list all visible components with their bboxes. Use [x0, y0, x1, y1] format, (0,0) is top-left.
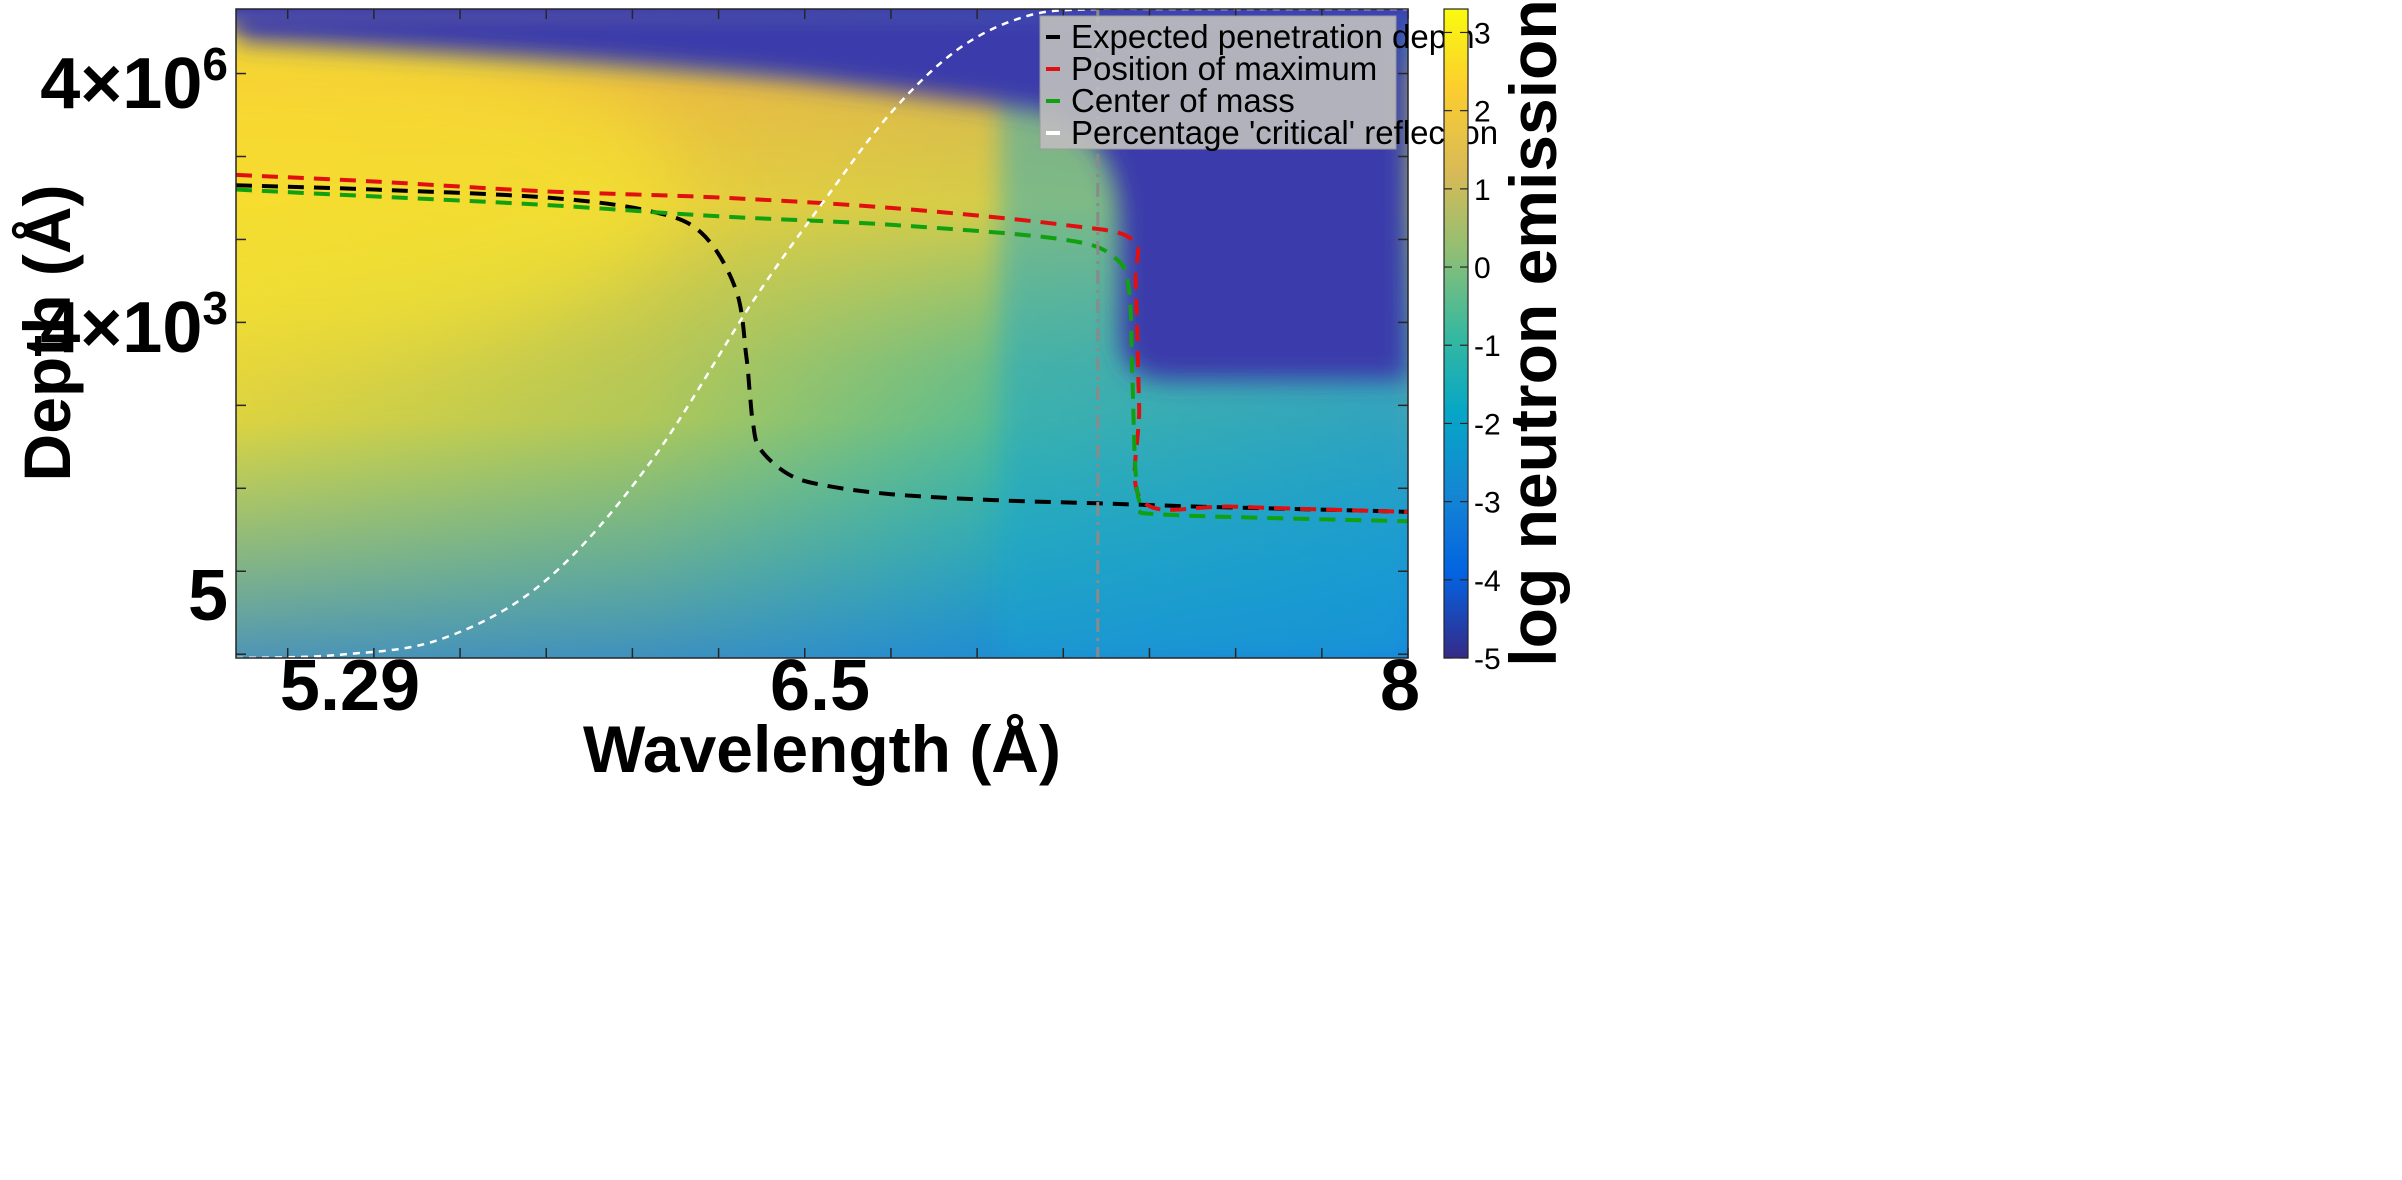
legend-label-3: Percentage 'critical' reflection	[1071, 114, 1498, 151]
colorbar-tick-label-7: 2	[1474, 96, 1491, 129]
y-tick-label-4e6: 4×106	[40, 38, 228, 124]
x-tick-label-5-29: 5.29	[280, 646, 420, 726]
colorbar-label: log neutron emission	[1496, 0, 1570, 667]
colorbar-ticks: -5 -4 -3 -2 -1 0 1 2 3	[1444, 17, 1501, 676]
colorbar-tick-label-3: -2	[1474, 408, 1501, 441]
y-axis-label: Depth (Å)	[10, 185, 84, 482]
colorbar-tick-label-0: -5	[1474, 643, 1501, 676]
x-tick-label-6-5: 6.5	[770, 646, 870, 726]
colorbar-tick-label-2: -3	[1474, 487, 1501, 520]
colorbar-tick-label-4: -1	[1474, 330, 1501, 363]
y-tick-label-4e3: 4×103	[40, 282, 228, 368]
y-axis-ticks	[236, 72, 1408, 655]
colorbar-tick-label-8: 3	[1474, 17, 1491, 50]
legend-box	[1039, 15, 1397, 150]
colorbar-tick-label-6: 1	[1474, 174, 1491, 207]
legend-label-1: Position of maximum	[1071, 50, 1377, 87]
legend-label-2: Center of mass	[1071, 82, 1295, 119]
legend-label-0: Expected penetration depth	[1071, 18, 1475, 55]
colorbar: -5 -4 -3 -2 -1 0 1 2 3 log neutron emission	[1443, 0, 1570, 676]
heatmap-yellow-core	[236, 30, 680, 350]
y-tick-label-5: 5	[188, 556, 228, 636]
colorbar-gradient	[1443, 8, 1469, 659]
colorbar-tick-label-5: 0	[1474, 252, 1491, 285]
plot-frame	[235, 8, 1409, 659]
series-line-3	[236, 9, 1408, 658]
x-tick-label-8: 8	[1380, 646, 1420, 726]
series-line-1	[236, 172, 1408, 514]
colorbar-tick-label-1: -4	[1474, 565, 1501, 598]
right-edge-fade	[2380, 0, 2402, 1180]
series-curves	[236, 9, 1408, 658]
x-axis-ticks	[286, 9, 1409, 658]
x-axis-label: Wavelength (Å)	[583, 712, 1061, 786]
series-line-0	[236, 183, 1408, 514]
